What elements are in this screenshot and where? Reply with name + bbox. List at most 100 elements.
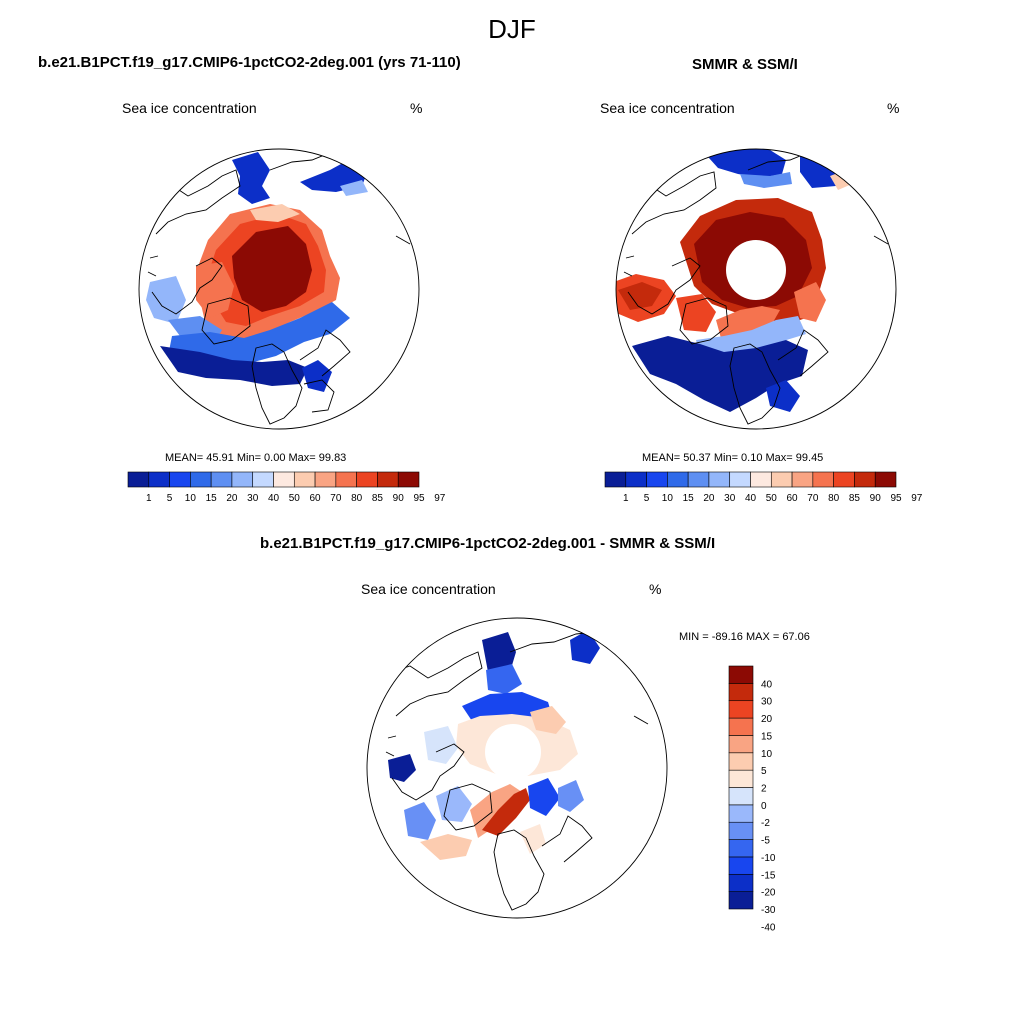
diff-labrador-core: [482, 788, 530, 836]
diff-baffin: [436, 786, 472, 822]
model-coastlines: [147, 149, 411, 425]
model-ice-central: [232, 226, 312, 312]
diff-colorbar-box: [728, 752, 754, 771]
diff-colorbar-tick: -20: [761, 888, 776, 899]
diff-kara: [558, 780, 584, 812]
obs-colorbar-box: [667, 471, 689, 488]
diff-colorbar-box: [728, 683, 754, 702]
obs-colorbar-tick: 1: [623, 493, 629, 504]
model-colorbar: 1 5 10 15 20 30 40 50 60 70 80 85 90 95 97: [127, 471, 446, 504]
model-colorbar-tick: 5: [167, 493, 173, 504]
obs-colorbar-tick: 15: [683, 493, 695, 504]
model-colorbar-box: [335, 471, 357, 488]
model-stats: MEAN= 45.91 Min= 0.00 Max= 99.83: [165, 452, 347, 464]
model-colorbar-tick: 15: [206, 493, 218, 504]
obs-ice-okhotsk: [700, 149, 786, 178]
diff-colorbar-tick: 40: [761, 679, 773, 690]
diff-east-siberian: [530, 706, 566, 734]
model-colorbar-box: [210, 471, 233, 488]
model-ice-baffin: [146, 276, 186, 324]
obs-colorbar-box: [854, 471, 876, 488]
obs-map: [615, 148, 897, 430]
diff-colorbar-box: [728, 873, 754, 892]
diff-colorbar-box: [728, 735, 754, 754]
diff-field: [388, 630, 600, 860]
model-panel-title: b.e21.B1PCT.f19_g17.CMIP6-1pctCO2-2deg.0…: [38, 54, 461, 71]
model-units-label: %: [410, 100, 423, 116]
diff-colorbar-tick: -10: [761, 853, 776, 864]
diff-colorbar-tick: 10: [761, 749, 773, 760]
diff-canada-basin: [424, 726, 458, 764]
obs-ice-labrador: [716, 306, 780, 342]
diff-bering: [570, 630, 600, 664]
model-colorbar-tick: 70: [330, 493, 342, 504]
obs-ice-hudson-edge: [618, 282, 662, 310]
diff-atlantic-edge: [420, 834, 472, 860]
diff-colorbar-tick: 20: [761, 714, 773, 725]
obs-colorbar-tick: 80: [828, 493, 840, 504]
diff-colorbar-tick: 0: [761, 801, 767, 812]
diff-colorbar-box: [728, 665, 754, 684]
diff-pole-hole: [485, 724, 541, 780]
model-colorbar-tick: 60: [310, 493, 322, 504]
obs-colorbar-tick: 60: [787, 493, 799, 504]
model-colorbar-box: [127, 471, 150, 488]
model-colorbar-tick: 95: [413, 493, 425, 504]
diff-colorbar-box: [728, 856, 754, 875]
model-colorbar-tick: 10: [185, 493, 197, 504]
diff-colorbar-box: [728, 787, 754, 806]
model-colorbar-tick: 80: [351, 493, 363, 504]
model-variable-label: Sea ice concentration: [122, 100, 257, 116]
diff-colorbar-tick: 15: [761, 731, 773, 742]
obs-colorbar-box: [646, 471, 668, 488]
diff-kamchatka: [486, 664, 522, 694]
model-colorbar-box: [356, 471, 378, 488]
diff-hudson: [404, 802, 436, 840]
obs-ice-labrador-edge: [696, 316, 806, 356]
model-colorbar-tick: 90: [393, 493, 405, 504]
obs-colorbar-box: [833, 471, 855, 488]
diff-colorbar-tick: -5: [761, 836, 770, 847]
obs-colorbar-box: [770, 471, 793, 488]
obs-stats: MEAN= 50.37 Min= 0.10 Max= 99.45: [642, 452, 824, 464]
obs-colorbar-tick: 10: [662, 493, 674, 504]
model-colorbar-box: [252, 471, 274, 488]
diff-variable-label: Sea ice concentration: [361, 581, 496, 597]
diff-barents: [528, 778, 560, 816]
diff-map-boundary: [366, 617, 668, 919]
model-ice-chukchi: [250, 204, 300, 222]
diff-colorbar-box: [728, 700, 754, 719]
diff-colorbar-tick: -40: [761, 922, 776, 933]
obs-variable-label: Sea ice concentration: [600, 100, 735, 116]
model-colorbar-box: [314, 471, 337, 488]
obs-colorbar-box: [729, 471, 751, 488]
obs-colorbar: 1 5 10 15 20 30 40 50 60 70 80 85 90 95 97: [604, 471, 923, 504]
model-map: [138, 148, 420, 430]
model-colorbar-tick: 30: [247, 493, 259, 504]
model-ice-archipelago: [196, 262, 234, 318]
obs-ice-field: [616, 149, 852, 412]
diff-labrador-tongue: [470, 784, 522, 838]
obs-colorbar-tick: 95: [890, 493, 902, 504]
obs-units-label: %: [887, 100, 900, 116]
diff-colorbar-box: [728, 804, 754, 823]
model-colorbar-box: [293, 471, 316, 488]
obs-ice-baffin: [676, 294, 716, 332]
model-colorbar-box: [190, 471, 212, 488]
diff-greenland-sea: [520, 824, 546, 854]
obs-ice-kara: [794, 282, 826, 322]
model-ice-field: [146, 152, 368, 392]
obs-colorbar-box: [874, 471, 897, 488]
model-ice-atlantic-edge: [160, 346, 308, 386]
model-ice-atlantic-band: [168, 302, 350, 372]
obs-colorbar-tick: 50: [766, 493, 778, 504]
diff-okhotsk: [482, 632, 516, 672]
obs-colorbar-tick: 40: [745, 493, 757, 504]
model-colorbar-box: [169, 471, 191, 488]
obs-colorbar-tick: 30: [724, 493, 736, 504]
obs-colorbar-tick: 70: [807, 493, 819, 504]
model-colorbar-tick: 97: [434, 493, 446, 504]
model-colorbar-tick: 50: [289, 493, 301, 504]
